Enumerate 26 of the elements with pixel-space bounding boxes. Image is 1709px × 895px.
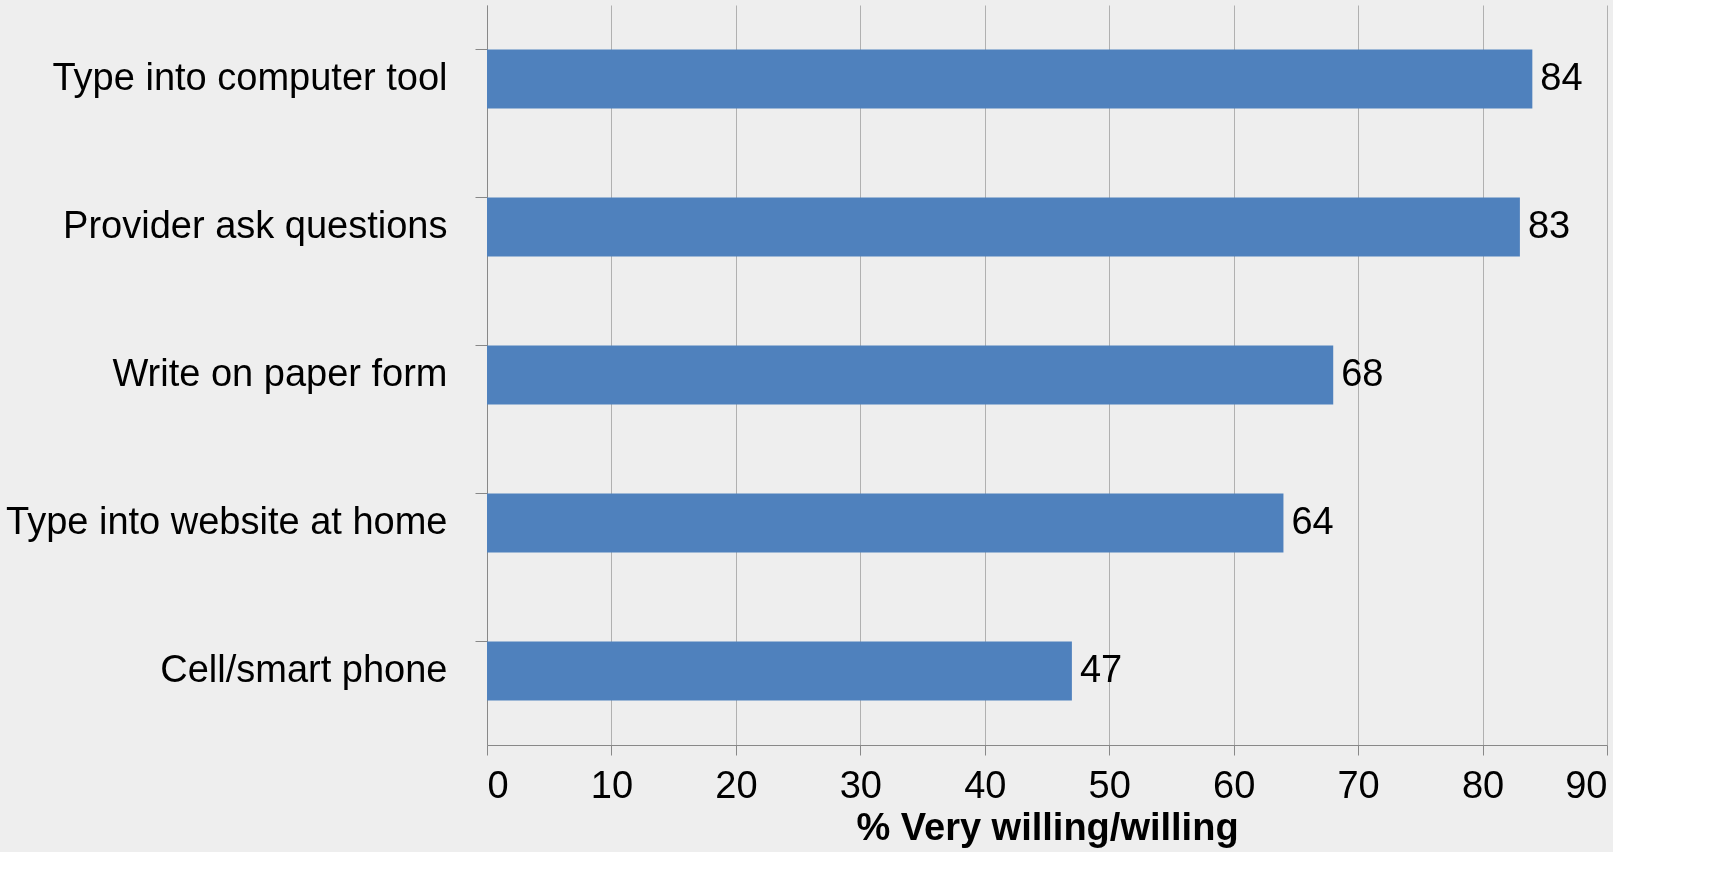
y-tick-label: Provider ask questions [63, 204, 448, 246]
bar [487, 49, 1533, 109]
data-label: 83 [1527, 204, 1571, 246]
y-tick-label: Cell/smart phone [160, 648, 448, 690]
data-label: 47 [1079, 648, 1123, 690]
x-tick-label: 20 [715, 763, 758, 806]
y-tick-label: Write on paper form [112, 352, 448, 394]
x-tick-label: 30 [839, 763, 882, 806]
x-tick-label: 50 [1088, 763, 1131, 806]
x-tick-label: 80 [1461, 763, 1505, 806]
x-tick-label: 0 [487, 763, 509, 806]
y-tick-label: Type into website at home [6, 500, 448, 542]
x-tick-label: 40 [964, 763, 1007, 806]
x-tick-label: 60 [1213, 763, 1256, 806]
bar [487, 345, 1334, 405]
x-tick-label: 90 [1565, 763, 1608, 806]
bar [487, 197, 1520, 257]
bar [487, 493, 1284, 553]
x-tick-label: 70 [1337, 763, 1380, 806]
data-label: 68 [1341, 352, 1384, 394]
x-tick-label: 10 [590, 763, 634, 806]
data-label: 64 [1291, 500, 1334, 542]
data-label: 84 [1540, 56, 1583, 98]
bar [487, 641, 1072, 701]
x-axis-title: % Very willing/willing [856, 805, 1239, 848]
y-tick-label: Type into computer tool [52, 56, 448, 98]
